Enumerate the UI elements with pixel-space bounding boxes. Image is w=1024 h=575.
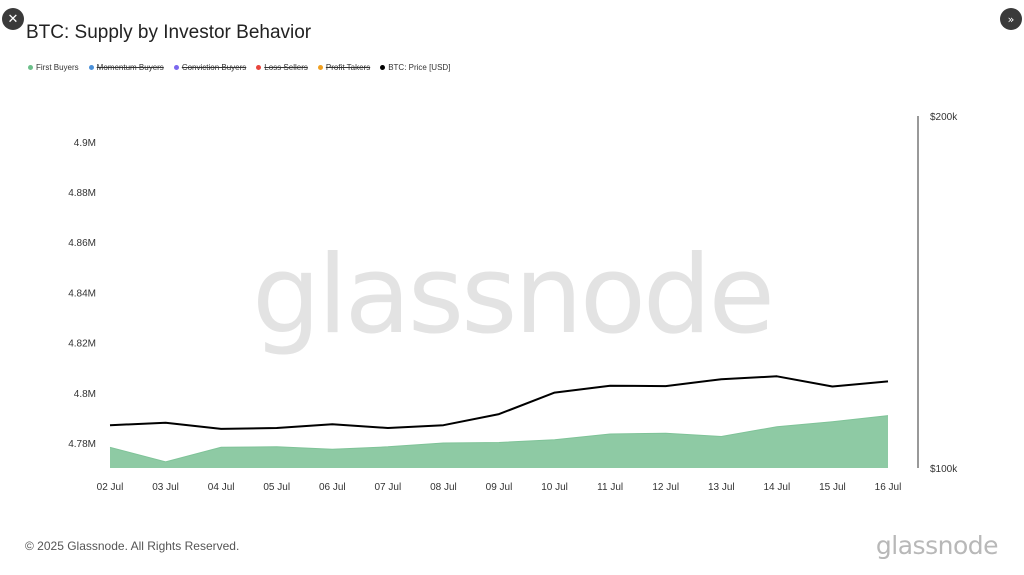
- copyright-text: © 2025 Glassnode. All Rights Reserved.: [25, 539, 240, 553]
- legend-item[interactable]: Conviction Buyers: [173, 63, 247, 72]
- x-tick-label: 02 Jul: [97, 482, 124, 493]
- chevrons-right-icon: »: [1007, 12, 1015, 26]
- legend-swatch: [28, 65, 33, 70]
- legend-label: BTC: Price [USD]: [388, 63, 451, 72]
- y-tick-label: 4.82M: [68, 339, 96, 350]
- first-buyers-area: [110, 415, 888, 468]
- y2-tick-label: $200k: [930, 112, 958, 123]
- glassnode-logo: glassnode: [875, 531, 999, 560]
- legend-label: Profit Takers: [325, 63, 371, 72]
- legend-item[interactable]: First Buyers: [28, 63, 79, 72]
- chart-legend: First Buyers Momentum Buyers Conviction Bu…: [28, 63, 450, 72]
- chart-title: BTC: Supply by Investor Behavior: [26, 22, 312, 43]
- legend-item[interactable]: Momentum Buyers: [88, 63, 164, 72]
- x-tick-label: 10 Jul: [541, 482, 568, 493]
- y2-tick-label: $100k: [930, 464, 958, 475]
- y-tick-label: 4.86M: [68, 238, 96, 249]
- legend-swatch: [380, 65, 386, 70]
- x-tick-label: 06 Jul: [319, 482, 346, 493]
- legend-label: Conviction Buyers: [181, 63, 247, 72]
- x-tick-label: 05 Jul: [263, 482, 290, 493]
- x-tick-label: 11 Jul: [597, 482, 623, 493]
- legend-item[interactable]: BTC: Price [USD]: [380, 63, 450, 72]
- x-tick-label: 14 Jul: [764, 482, 791, 493]
- legend-label: First Buyers: [36, 63, 79, 72]
- legend-swatch: [317, 65, 323, 70]
- y-tick-label: 4.9M: [74, 138, 96, 149]
- close-icon: ✕: [7, 11, 19, 27]
- x-tick-label: 13 Jul: [708, 482, 735, 493]
- y-tick-label: 4.78M: [68, 439, 96, 450]
- x-tick-label: 12 Jul: [652, 482, 679, 493]
- y-tick-label: 4.8M: [74, 389, 96, 400]
- legend-label: Momentum Buyers: [96, 63, 164, 72]
- y-tick-label: 4.84M: [68, 288, 96, 299]
- x-tick-label: 08 Jul: [430, 482, 457, 493]
- legend-label: Loss Sellers: [264, 63, 308, 72]
- first-buyers-line: [109, 415, 889, 463]
- x-tick-label: 15 Jul: [819, 482, 846, 493]
- legend-item[interactable]: Profit Takers: [317, 63, 371, 72]
- expand-button[interactable]: »: [1000, 8, 1022, 30]
- legend-swatch: [256, 65, 262, 70]
- btc-price-line: [109, 375, 889, 430]
- legend-item[interactable]: Loss Sellers: [256, 63, 308, 72]
- watermark: glassnode: [252, 233, 772, 358]
- x-tick-label: 16 Jul: [875, 482, 902, 493]
- x-tick-label: 03 Jul: [152, 482, 179, 493]
- y-tick-label: 4.88M: [68, 188, 96, 199]
- x-tick-label: 09 Jul: [486, 482, 513, 493]
- x-tick-label: 07 Jul: [375, 482, 402, 493]
- close-button[interactable]: ✕: [2, 8, 24, 30]
- legend-swatch: [173, 65, 179, 70]
- x-tick-label: 04 Jul: [208, 482, 235, 493]
- legend-swatch: [88, 65, 94, 70]
